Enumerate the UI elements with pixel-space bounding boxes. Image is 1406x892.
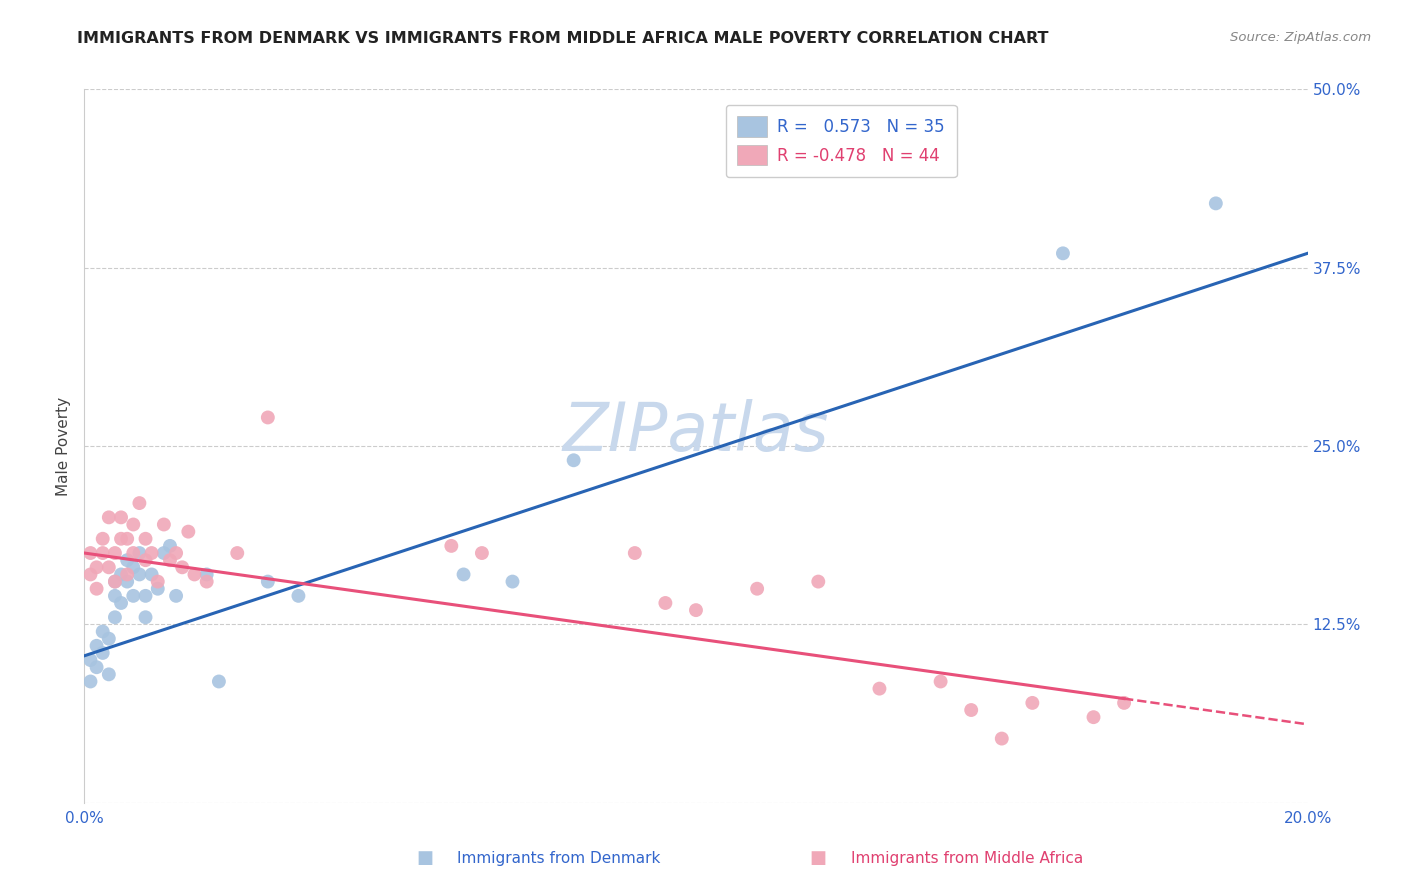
Point	[128, 567, 150, 582]
Point	[159, 553, 181, 567]
Point	[115, 567, 138, 582]
Point	[110, 532, 132, 546]
Point	[172, 560, 194, 574]
Point	[208, 674, 231, 689]
Point	[135, 589, 157, 603]
Point	[226, 546, 249, 560]
Point	[79, 674, 101, 689]
Point	[91, 532, 114, 546]
Point	[128, 546, 150, 560]
Point	[97, 560, 120, 574]
Point	[86, 560, 108, 574]
Point	[807, 574, 830, 589]
Point	[502, 574, 524, 589]
Point	[287, 589, 309, 603]
Point	[929, 674, 952, 689]
Point	[122, 589, 145, 603]
Point	[122, 517, 145, 532]
Point	[128, 496, 150, 510]
Point	[79, 546, 101, 560]
Point	[146, 574, 169, 589]
Text: ■: ■	[416, 849, 433, 867]
Point	[115, 532, 138, 546]
Point	[91, 646, 114, 660]
Point	[1021, 696, 1043, 710]
Point	[562, 453, 585, 467]
Point	[110, 596, 132, 610]
Point	[177, 524, 200, 539]
Point	[453, 567, 475, 582]
Point	[135, 553, 157, 567]
Point	[747, 582, 769, 596]
Point	[122, 560, 145, 574]
Point	[110, 567, 132, 582]
Point	[86, 639, 108, 653]
Point	[159, 539, 181, 553]
Point	[135, 610, 157, 624]
Point	[104, 574, 127, 589]
Point	[183, 567, 205, 582]
Point	[195, 567, 218, 582]
Point	[1114, 696, 1136, 710]
Point	[440, 539, 463, 553]
Point	[86, 582, 108, 596]
Point	[86, 660, 108, 674]
Point	[991, 731, 1014, 746]
Point	[141, 546, 163, 560]
Point	[257, 574, 280, 589]
Text: Immigrants from Middle Africa: Immigrants from Middle Africa	[851, 851, 1083, 865]
Point	[97, 667, 120, 681]
Text: ■: ■	[810, 849, 827, 867]
Text: Source: ZipAtlas.com: Source: ZipAtlas.com	[1230, 31, 1371, 45]
Point	[153, 546, 176, 560]
Text: ZIPatlas: ZIPatlas	[562, 399, 830, 465]
Point	[153, 517, 176, 532]
Point	[471, 546, 494, 560]
Point	[104, 574, 127, 589]
Point	[869, 681, 891, 696]
Point	[135, 532, 157, 546]
Point	[654, 596, 676, 610]
Point	[1083, 710, 1105, 724]
Point	[257, 410, 280, 425]
Point	[165, 546, 187, 560]
Point	[115, 553, 138, 567]
Point	[141, 567, 163, 582]
Point	[91, 624, 114, 639]
Point	[960, 703, 983, 717]
Point	[685, 603, 707, 617]
Point	[79, 653, 101, 667]
Point	[104, 589, 127, 603]
Text: IMMIGRANTS FROM DENMARK VS IMMIGRANTS FROM MIDDLE AFRICA MALE POVERTY CORRELATIO: IMMIGRANTS FROM DENMARK VS IMMIGRANTS FR…	[77, 31, 1049, 46]
Point	[1052, 246, 1074, 260]
Point	[97, 510, 120, 524]
Point	[110, 510, 132, 524]
Point	[165, 589, 187, 603]
Point	[79, 567, 101, 582]
Point	[195, 574, 218, 589]
Legend: R =   0.573   N = 35, R = -0.478   N = 44: R = 0.573 N = 35, R = -0.478 N = 44	[725, 104, 956, 177]
Point	[104, 546, 127, 560]
Y-axis label: Male Poverty: Male Poverty	[56, 396, 72, 496]
Point	[1205, 196, 1227, 211]
Point	[104, 610, 127, 624]
Point	[146, 582, 169, 596]
Point	[115, 574, 138, 589]
Point	[97, 632, 120, 646]
Point	[122, 546, 145, 560]
Point	[624, 546, 647, 560]
Point	[91, 546, 114, 560]
Text: Immigrants from Denmark: Immigrants from Denmark	[457, 851, 661, 865]
